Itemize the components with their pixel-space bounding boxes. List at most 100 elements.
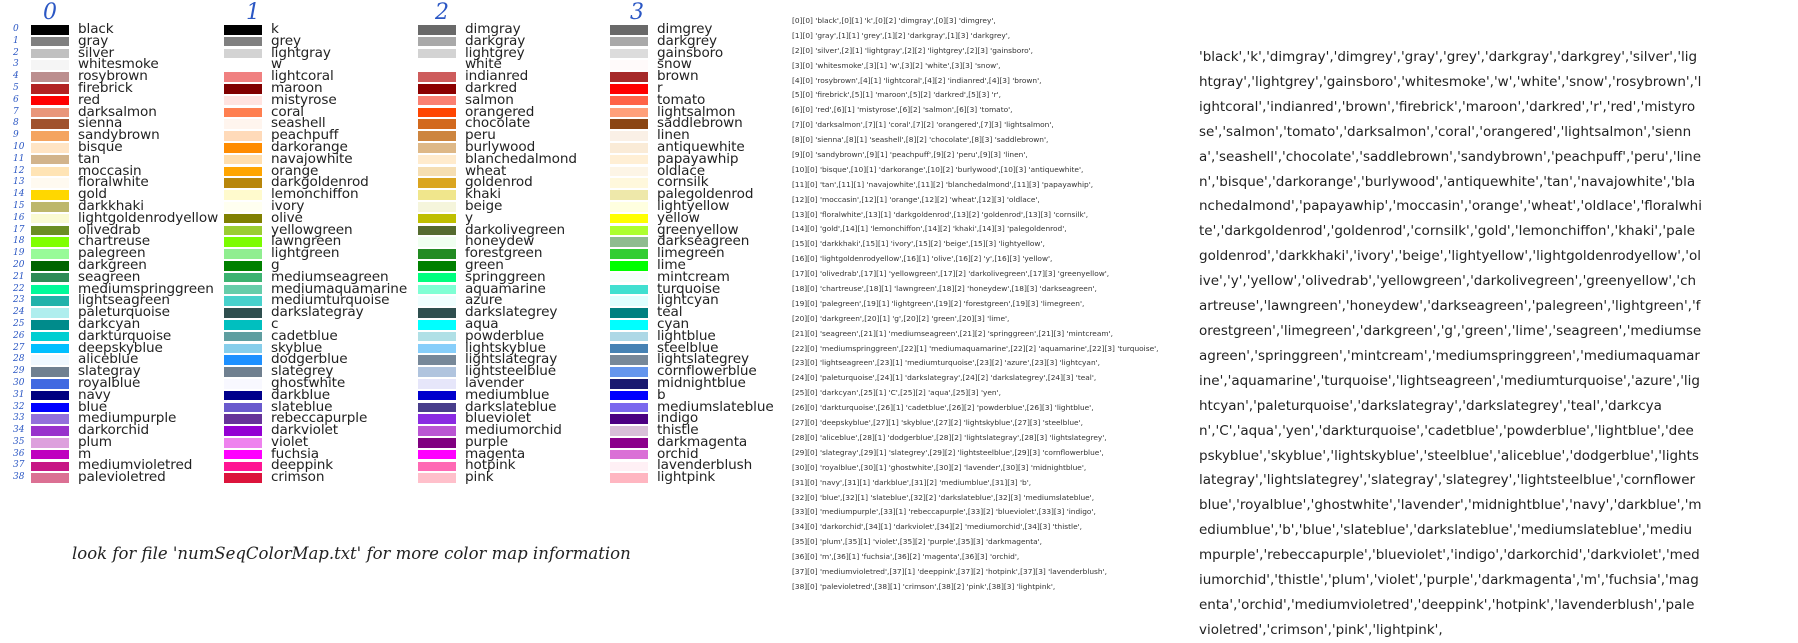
row-number: 17 xyxy=(13,224,25,235)
color-row: tomato xyxy=(610,91,774,108)
color-swatch xyxy=(610,143,648,153)
color-swatch xyxy=(610,95,648,106)
color-name: darkslategray xyxy=(271,304,364,321)
color-row: lightcyan xyxy=(610,294,774,307)
color-row: mediumvioletred xyxy=(31,457,218,474)
color-row: yellow xyxy=(610,211,774,225)
color-row: slategrey xyxy=(224,364,407,378)
color-swatch xyxy=(418,143,456,153)
color-row: darkviolet xyxy=(224,423,407,437)
color-row: skyblue xyxy=(224,341,407,355)
color-name: teal xyxy=(657,304,683,321)
color-row: darkseagreen xyxy=(610,235,774,248)
row-number: 27 xyxy=(13,342,25,353)
color-name: cornflowerblue xyxy=(657,363,757,380)
color-row: fuchsia xyxy=(224,445,407,462)
color-name: chocolate xyxy=(465,115,531,132)
mapping-line: [20][0] 'darkgreen',[20][1] 'g',[20][2] … xyxy=(792,313,1010,323)
row-number: 18 xyxy=(13,236,25,247)
color-row: gold xyxy=(31,187,218,201)
mapping-line: [7][0] 'darksalmon',[7][1] 'coral',[7][2… xyxy=(792,120,1054,130)
color-name: mediumvioletred xyxy=(78,457,193,474)
color-row: springgreen xyxy=(418,268,577,285)
color-row: gray xyxy=(31,34,218,48)
color-swatch xyxy=(418,426,456,436)
color-row: lightslategray xyxy=(418,351,577,368)
color-row: c xyxy=(224,317,407,331)
color-name: g xyxy=(271,256,280,273)
color-swatch xyxy=(610,166,648,177)
color-swatch xyxy=(224,308,262,318)
color-row: mediumslateblue xyxy=(610,400,774,414)
color-row: darkblue xyxy=(224,388,407,402)
color-name: yellowgreen xyxy=(271,221,353,238)
color-name: lawngreen xyxy=(271,233,342,250)
color-swatch xyxy=(418,237,456,248)
color-row: lemonchiffon xyxy=(224,187,407,201)
color-row: mediumaquamarine xyxy=(224,282,407,296)
color-swatch xyxy=(610,178,648,189)
color-swatch xyxy=(610,367,648,377)
row-number: 15 xyxy=(13,200,25,211)
color-name: aliceblue xyxy=(78,351,139,368)
color-name: olive xyxy=(271,209,303,226)
color-swatch xyxy=(31,237,69,248)
color-name: linen xyxy=(657,127,690,144)
color-swatch xyxy=(31,84,69,94)
row-number: 21 xyxy=(13,271,25,282)
color-swatch xyxy=(224,60,262,71)
color-row: royalblue xyxy=(31,374,218,391)
row-number: 19 xyxy=(13,248,25,259)
color-swatch xyxy=(610,402,648,413)
color-swatch xyxy=(224,25,262,35)
color-row: saddlebrown xyxy=(610,117,774,130)
color-row: lightgoldenrodyellow xyxy=(31,211,218,225)
mapping-line: [36][0] 'm',[36][1] 'fuchsia',[36][2] 'm… xyxy=(792,552,1020,562)
color-swatch xyxy=(610,237,648,248)
color-name: lightpink xyxy=(657,469,716,486)
color-name: slateblue xyxy=(271,398,333,415)
row-number: 33 xyxy=(13,413,25,424)
mapping-line: [3][0] 'whitesmoke',[3][1] 'w',[3][2] 'w… xyxy=(792,60,1001,70)
color-name: cornsilk xyxy=(657,174,709,191)
color-name: turquoise xyxy=(657,280,721,297)
color-name: royalblue xyxy=(78,374,141,391)
color-name: fuchsia xyxy=(271,445,319,462)
color-swatch xyxy=(31,343,69,354)
color-row: honeydew xyxy=(418,235,577,248)
mapping-line: [28][0] 'aliceblue',[28][1] 'dodgerblue'… xyxy=(792,432,1107,442)
color-name: chartreuse xyxy=(78,233,151,250)
color-swatch xyxy=(31,190,69,200)
color-swatch xyxy=(418,367,456,377)
color-column-1: k grey lightgray w lightcoral maroon mistyrose… xyxy=(224,22,407,486)
color-swatch xyxy=(418,60,456,71)
mapping-line: [0][0] 'black',[0][1] 'k',[0][2] 'dimgra… xyxy=(792,16,996,25)
color-name: whitesmoke xyxy=(78,56,159,73)
color-row: paleturquoise xyxy=(31,305,218,319)
color-name: springgreen xyxy=(465,268,546,285)
color-name: crimson xyxy=(271,469,325,486)
color-row: lightskyblue xyxy=(418,341,577,355)
color-row: palegreen xyxy=(31,246,218,260)
color-name: tomato xyxy=(657,91,706,108)
color-name: magenta xyxy=(465,445,526,462)
color-name: oldlace xyxy=(657,162,705,179)
column-header-1: 1 xyxy=(246,0,260,25)
color-name: lightgrey xyxy=(465,44,525,61)
color-name: lavender xyxy=(465,374,524,391)
color-name: darkcyan xyxy=(78,315,141,332)
color-column-2: dimgray darkgray lightgrey white indianred da… xyxy=(418,22,577,484)
color-swatch xyxy=(610,72,648,82)
mapping-line: [27][0] 'deepskyblue',[27][1] 'skyblue',… xyxy=(792,418,1083,428)
color-row: orchid xyxy=(610,447,774,461)
row-number: 11 xyxy=(13,153,25,164)
color-name: lightslategray xyxy=(465,351,558,368)
color-row: mediumspringgreen xyxy=(31,282,218,296)
color-swatch xyxy=(31,414,69,424)
mapping-line: [1][0] 'gray',[1][1] 'grey',[1][2] 'dark… xyxy=(792,30,1011,40)
color-name: mintcream xyxy=(657,268,730,285)
color-row: blueviolet xyxy=(418,412,577,425)
color-name: sienna xyxy=(78,115,123,132)
color-swatch xyxy=(610,414,648,424)
color-swatch xyxy=(224,84,262,94)
